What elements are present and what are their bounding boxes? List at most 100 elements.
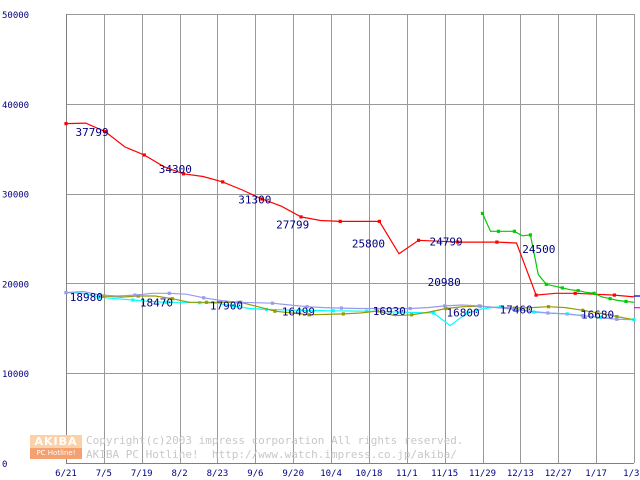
x-tick-label: 11/1 [396,469,418,479]
point-value-label: 16499 [282,306,315,319]
series-marker-olive [410,313,414,317]
x-axis-labels: 6/21 7/5 7/19 8/2 8/23 9/6 9/20 10/4 10/18 11/1 11… [55,469,640,479]
x-tick-label: 10/18 [355,469,382,479]
point-value-label: 27799 [276,219,309,232]
x-tick-label: 12/13 [507,469,534,479]
series-line-red [65,122,635,298]
series-line-olive [103,295,635,321]
y-tick-label: 20000 [2,280,29,290]
series-marker-cyan [398,310,402,314]
point-value-label: 18980 [70,291,103,304]
series-marker-green [576,289,580,293]
y-tick-label: 30000 [2,191,29,201]
series-marker-cyan [97,295,101,299]
data-point-labels: 37799 34300 31300 27799 25800 24799 20980 24500… [70,126,640,328]
y-tick-label: 0 [2,460,7,470]
series-marker-lavender [374,306,378,311]
series-marker-olive [170,297,174,301]
series-marker-red [260,197,264,201]
series-marker-green [528,233,532,237]
series-marker-green [624,299,628,303]
series-lines [64,122,640,327]
x-tick-label: 10/4 [320,469,342,479]
point-value-label: 24799 [430,236,463,249]
x-tick-label: 9/20 [282,469,304,479]
series-marker-red [534,293,538,297]
series-marker-green [512,229,516,233]
series-marker-red [64,122,68,126]
series-marker-green [592,291,596,295]
x-tick-label: 12/27 [545,469,572,479]
point-value-label: 16680 [581,308,614,321]
point-value-label: 20980 [428,276,461,289]
series-marker-red [456,240,460,244]
y-tick-label: 50000 [2,11,29,21]
point-value-label: 17900 [210,299,243,312]
site-url-text: AKIBA PC Hotline! http://www.watch.impre… [86,448,457,461]
series-marker-lavender [580,314,584,318]
series-marker-lavender [202,296,206,300]
series-marker-cyan [365,309,369,313]
series-marker-red [338,219,342,223]
x-tick-label: 1/31 [623,469,640,479]
series-marker-olive [546,305,551,309]
akiba-logo-subtitle: PC Hotline! [30,448,82,459]
series-marker-lavender [511,307,516,311]
x-tick-label: 7/19 [131,469,153,479]
series-marker-lavender [408,306,412,311]
point-value-label: 25800 [352,237,385,250]
series-marker-lavender [133,293,137,297]
series-marker-olive [307,313,311,317]
x-tick-label: 11/29 [469,469,496,479]
copyright-text: Copyright(c)2003 impress corporation All… [86,434,464,447]
series-marker-cyan [331,309,335,313]
series-marker-lavender [98,293,102,297]
series-marker-lavender [64,291,68,295]
series-marker-lavender [270,301,275,305]
x-tick-label: 1/17 [585,469,607,479]
series-marker-lavender [477,304,481,308]
series-marker-lavender [167,291,171,295]
series-marker-olive [375,309,380,313]
series-marker-red [103,130,107,134]
akiba-logo: AKIBA PC Hotline! [30,435,82,461]
series-marker-green [560,286,564,290]
point-value-label: 16800 [447,307,480,320]
point-value-label: 31300 [238,193,271,206]
series-marker-cyan [298,308,302,312]
series-marker-green [544,282,548,286]
series-marker-olive [136,294,140,298]
series-marker-olive [581,308,585,312]
series-marker-cyan [164,300,168,304]
series-marker-lavender [443,304,447,308]
y-tick-label: 10000 [2,370,29,380]
x-tick-label: 11/15 [431,469,458,479]
series-marker-red [612,293,616,297]
point-value-label: 18470 [140,296,173,309]
series-marker-green [480,211,485,215]
series-marker-cyan [131,298,135,302]
series-marker-red [573,291,577,295]
series-marker-red [299,215,303,219]
point-value-label: 16930 [373,305,406,318]
series-marker-red [221,180,225,184]
x-tick-label: 8/2 [171,469,187,479]
akiba-logo-title: AKIBA [30,435,82,448]
series-marker-red [495,240,499,244]
series-marker-lavender [305,305,309,309]
x-tick-label: 6/21 [55,469,77,479]
series-marker-lavender [339,306,343,310]
series-marker-lavender [546,311,550,315]
series-marker-green [496,229,501,233]
point-value-label: 17460 [500,303,533,316]
point-value-label: 34300 [159,163,192,176]
series-marker-olive [341,312,345,316]
series-marker-red [417,238,421,242]
y-axis-labels: 0 10000 20000 30000 40000 50000 [2,11,29,470]
series-marker-red [377,219,381,223]
series-marker-olive [204,300,209,304]
series-marker-cyan [465,311,469,315]
series-marker-red [142,153,146,157]
